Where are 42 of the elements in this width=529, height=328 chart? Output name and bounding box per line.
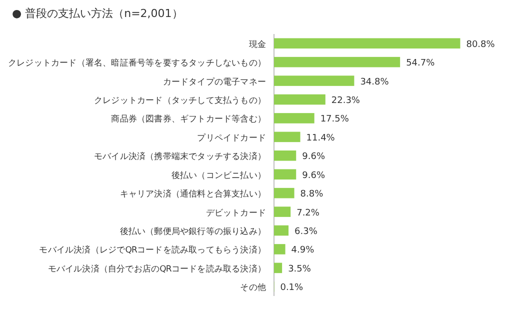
- y-tick-label: プリペイドカード: [197, 132, 266, 144]
- text: ● 普段の支払い方法（n=2,001）: [12, 7, 183, 20]
- bar: [274, 113, 314, 124]
- bar: [274, 94, 326, 105]
- bar: [274, 244, 286, 254]
- bar: [274, 76, 354, 86]
- data-label: 11.4%: [306, 133, 336, 144]
- bar: [274, 206, 291, 217]
- bar: [274, 169, 296, 180]
- bar: [274, 56, 400, 68]
- y-tick-label: 商品券（図書券、ギフトカード等含む）: [111, 114, 266, 125]
- data-label: 34.8%: [360, 77, 390, 88]
- data-label: 9.6%: [302, 170, 326, 181]
- bar: [274, 188, 294, 198]
- bar: [274, 150, 296, 161]
- bar: [274, 38, 460, 49]
- y-tick-label: 現金: [248, 38, 266, 50]
- data-label: 3.5%: [288, 264, 312, 274]
- y-tick-label: デビットカード: [206, 207, 266, 218]
- data-label: 8.8%: [300, 190, 324, 200]
- data-label: 7.2%: [296, 208, 320, 218]
- data-label: 0.1%: [280, 283, 304, 294]
- y-tick-label: クレジットカード（タッチして支払うもの）: [94, 95, 266, 106]
- data-label: 80.8%: [466, 40, 496, 50]
- bar: [274, 262, 282, 274]
- bar: [274, 225, 289, 236]
- bar: [274, 132, 300, 142]
- data-label: 54.7%: [406, 58, 436, 69]
- data-label: 17.5%: [320, 114, 350, 125]
- y-tick-label: キャリア決済（通信料と合算支払い）: [120, 188, 266, 200]
- y-tick-label: モバイル決済（レジでQRコードを読み取ってもらう決済）: [39, 244, 266, 256]
- y-tick-label: モバイル決済（携帯端末でタッチする決済）: [94, 151, 266, 162]
- data-label: 4.9%: [291, 246, 315, 256]
- data-label: 22.3%: [331, 96, 360, 106]
- y-tick-label: その他: [240, 282, 266, 294]
- y-tick-label: モバイル決済（自分でお店のQRコードを読み取る決済）: [48, 263, 266, 274]
- y-tick-label: 後払い（コンビニ払い）: [171, 170, 266, 181]
- y-tick-label: クレジットカード（署名、暗証番号等を要するタッチしないもの）: [8, 58, 266, 69]
- data-label: 9.6%: [302, 152, 326, 162]
- y-tick-label: カードタイプの電子マネー: [162, 76, 266, 88]
- y-tick-label: 後払い（郵便局や銀行等の振り込み）: [120, 226, 266, 237]
- data-label: 6.3%: [294, 227, 318, 237]
